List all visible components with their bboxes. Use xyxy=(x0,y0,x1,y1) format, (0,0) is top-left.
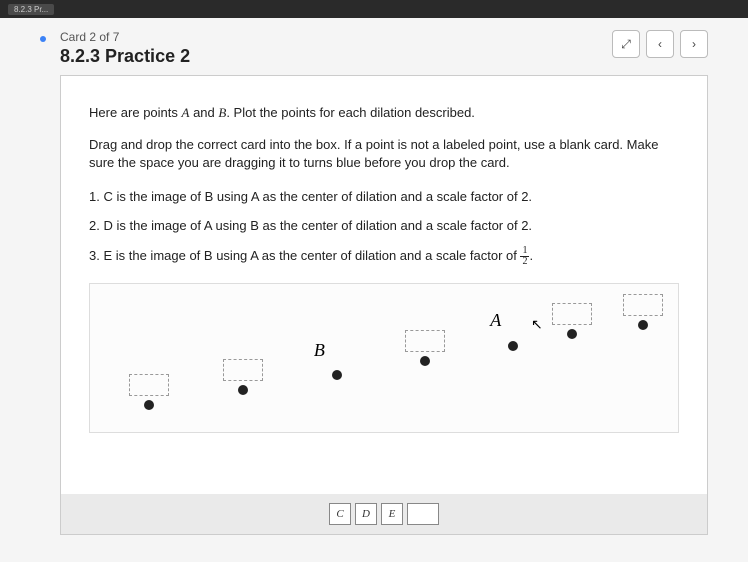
card-blank[interactable] xyxy=(407,503,439,525)
problem-3: 3. E is the image of B using A as the ce… xyxy=(89,246,679,267)
card-counter: Card 2 of 7 xyxy=(60,30,190,44)
prev-button[interactable]: ‹ xyxy=(646,30,674,58)
practice-card: Here are points A and B. Plot the points… xyxy=(60,75,708,535)
drop-slot-1[interactable] xyxy=(223,359,263,381)
expand-button[interactable]: ⤢ xyxy=(612,30,640,58)
card-c[interactable]: C xyxy=(329,503,351,525)
drop-slot-6[interactable] xyxy=(623,294,663,316)
card-e[interactable]: E xyxy=(381,503,403,525)
page: Card 2 of 7 8.2.3 Practice 2 ⤢ ‹ › Here … xyxy=(0,18,748,562)
header-row: Card 2 of 7 8.2.3 Practice 2 ⤢ ‹ › xyxy=(60,30,708,67)
drop-slot-5[interactable] xyxy=(552,303,592,325)
nav-buttons: ⤢ ‹ › xyxy=(612,30,708,58)
page-title: 8.2.3 Practice 2 xyxy=(60,46,190,67)
plot-point-5 xyxy=(567,329,577,339)
browser-topbar: 8.2.3 Pr... xyxy=(0,0,748,18)
intro-text: Here are points A and B. Plot the points… xyxy=(89,104,679,122)
problem-list: 1. C is the image of B using A as the ce… xyxy=(89,187,679,267)
drop-slot-3[interactable] xyxy=(405,330,445,352)
problem-2: 2. D is the image of A using B as the ce… xyxy=(89,216,679,236)
plot-area[interactable]: ↖ B A xyxy=(89,283,679,433)
drop-slot-0[interactable] xyxy=(129,374,169,396)
plot-point-2 xyxy=(332,370,342,380)
plot-point-0 xyxy=(144,400,154,410)
plot-point-1 xyxy=(238,385,248,395)
point-label-B: B xyxy=(314,340,325,361)
bullet-marker xyxy=(40,36,46,42)
mouse-cursor-icon: ↖ xyxy=(531,316,543,333)
answer-card-tray: C D E xyxy=(61,494,707,534)
next-button[interactable]: › xyxy=(680,30,708,58)
problem-1: 1. C is the image of B using A as the ce… xyxy=(89,187,679,207)
point-label-A: A xyxy=(490,310,501,331)
plot-point-4 xyxy=(508,341,518,351)
plot-point-3 xyxy=(420,356,430,366)
instructions-text: Drag and drop the correct card into the … xyxy=(89,136,679,172)
card-d[interactable]: D xyxy=(355,503,377,525)
title-block: Card 2 of 7 8.2.3 Practice 2 xyxy=(60,30,190,67)
plot-point-6 xyxy=(638,320,648,330)
tab-item[interactable]: 8.2.3 Pr... xyxy=(8,4,54,15)
